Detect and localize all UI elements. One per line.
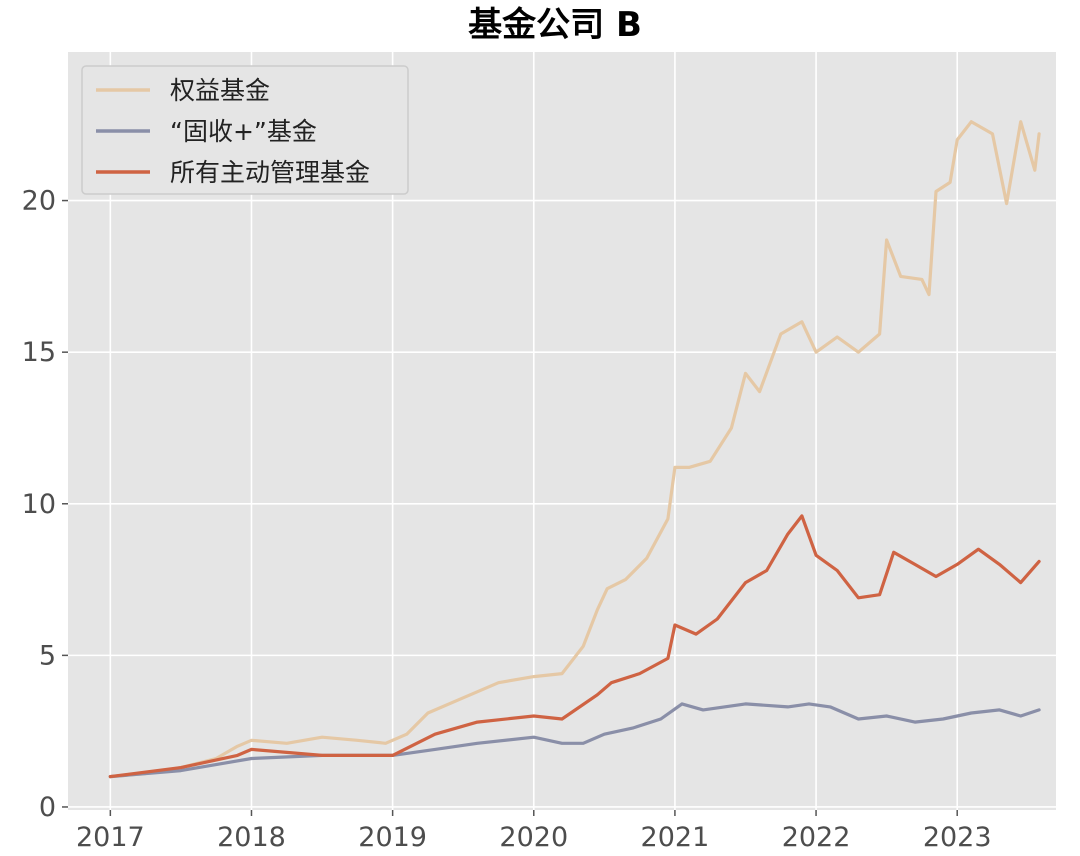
legend: 权益基金 “固收+”基金 所有主动管理基金: [81, 65, 409, 195]
x-tick-label: 2022: [782, 822, 851, 853]
y-tick-label: 10: [22, 489, 56, 520]
legend-label-fixed-income-plus: “固收+”基金: [170, 117, 317, 146]
legend-label-all-active: 所有主动管理基金: [170, 158, 370, 187]
x-axis: 2017 2018 2019 2020 2021 2022 2023: [76, 810, 992, 853]
x-tick-label: 2023: [923, 822, 992, 853]
series-line-all-active: [108, 514, 1041, 779]
x-tick-label: 2021: [641, 822, 710, 853]
x-tick-label: 2020: [499, 822, 568, 853]
y-tick-label: 0: [39, 792, 56, 823]
x-tick-label: 2019: [358, 822, 427, 853]
y-axis: 0 5 10 15 20: [22, 186, 68, 823]
y-tick-label: 5: [39, 640, 56, 671]
series-line-equity: [108, 120, 1041, 779]
legend-box: [81, 65, 409, 195]
legend-label-equity: 权益基金: [170, 76, 270, 105]
y-tick-label: 15: [22, 337, 56, 368]
series-lines: [108, 120, 1041, 779]
x-tick-label: 2018: [217, 822, 286, 853]
series-line-fixed-income-plus: [108, 702, 1041, 779]
y-tick-label: 20: [22, 186, 56, 217]
chart-title: 基金公司 B: [468, 5, 642, 45]
x-tick-label: 2017: [76, 822, 145, 853]
